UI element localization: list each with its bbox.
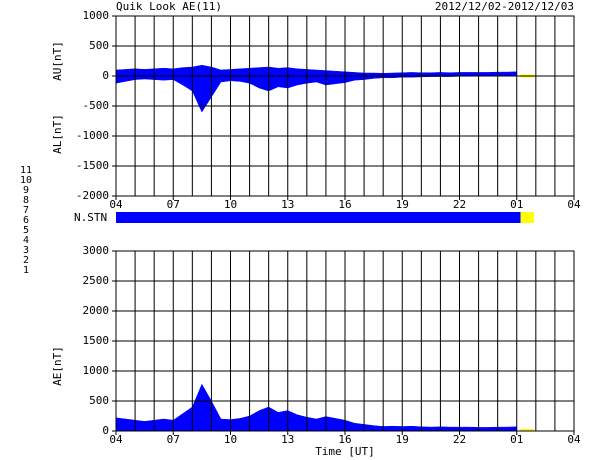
station-count: 6	[23, 215, 29, 226]
data-area	[115, 64, 517, 77]
station-count: 4	[23, 235, 29, 246]
y-tick-label: 0	[102, 69, 109, 82]
data-area	[115, 75, 517, 113]
station-count: 11	[20, 165, 32, 176]
x-tick-label: 04	[109, 198, 123, 211]
y-tick-label: -2000	[76, 189, 109, 202]
x-tick-label: 22	[453, 433, 466, 446]
y-tick-label: -1000	[76, 129, 109, 142]
plot-frame	[115, 15, 575, 197]
y-tick-label: -500	[83, 99, 110, 112]
x-tick-label: 01	[510, 198, 523, 211]
x-tick-label: 04	[567, 198, 581, 211]
x-tick-label: 01	[510, 433, 523, 446]
x-axis-label: Time [UT]	[315, 445, 375, 458]
y-axis-label: AE[nT]	[51, 346, 64, 386]
y-axis-label: AU[nT]	[51, 41, 64, 81]
data-area	[115, 383, 517, 432]
station-count: 1	[23, 265, 29, 276]
x-tick-label: 19	[396, 198, 409, 211]
x-tick-label: 16	[338, 198, 351, 211]
y-axis-label: AL[nT]	[51, 114, 64, 154]
y-tick-label: 1000	[83, 364, 110, 377]
y-tick-label: 2500	[83, 274, 110, 287]
station-segment	[520, 212, 534, 223]
x-tick-label: 04	[109, 433, 123, 446]
date-range: 2012/12/02-2012/12/03	[435, 0, 574, 13]
x-tick-label: 07	[167, 433, 180, 446]
y-tick-label: 1000	[83, 9, 110, 22]
y-tick-label: -1500	[76, 159, 109, 172]
station-count: 9	[23, 185, 29, 196]
station-segment	[116, 212, 521, 223]
station-count: 5	[23, 225, 29, 236]
x-tick-label: 13	[281, 433, 294, 446]
x-tick-label: 04	[567, 433, 581, 446]
x-tick-label: 19	[396, 433, 409, 446]
plot-frame	[115, 250, 575, 432]
y-tick-label: 0	[102, 424, 109, 437]
x-tick-label: 07	[167, 198, 180, 211]
y-tick-label: 500	[89, 39, 109, 52]
y-tick-label: 2000	[83, 304, 110, 317]
x-tick-label: 22	[453, 198, 466, 211]
x-tick-label: 16	[338, 433, 351, 446]
y-tick-label: 3000	[83, 244, 110, 257]
strip-label: N.STN	[74, 211, 107, 224]
x-tick-label: 13	[281, 198, 294, 211]
station-count: 3	[23, 245, 29, 256]
station-count: 10	[20, 175, 32, 186]
chart-title: Quik Look AE(11)	[116, 0, 222, 13]
station-count: 2	[23, 255, 29, 266]
x-tick-label: 10	[224, 433, 237, 446]
station-count: 7	[23, 205, 29, 216]
x-tick-label: 10	[224, 198, 237, 211]
station-count: 8	[23, 195, 29, 206]
y-tick-label: 500	[89, 394, 109, 407]
y-tick-label: 1500	[83, 334, 110, 347]
